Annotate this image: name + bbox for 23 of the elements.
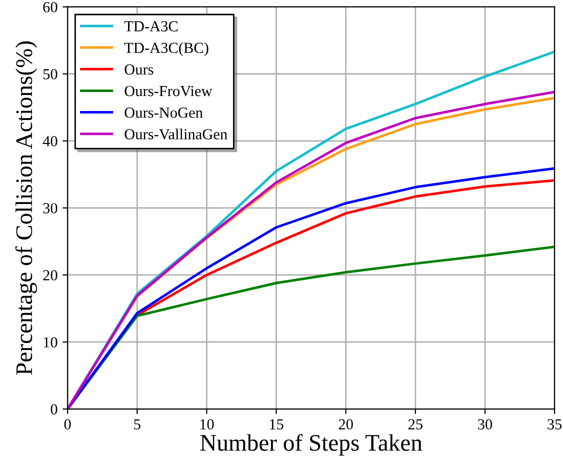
y-tick-label: 40 xyxy=(42,136,58,146)
legend-label: Ours-VallinaGen xyxy=(124,128,228,140)
legend-label: Ours-FroView xyxy=(124,86,212,96)
x-tick-label: 10 xyxy=(200,419,214,430)
y-axis-title: Percentage of Collision Actions(%) xyxy=(15,41,38,375)
x-axis-title: Number of Steps Taken xyxy=(200,434,422,456)
x-tick-label: 30 xyxy=(478,419,492,430)
y-tick-label: 30 xyxy=(43,203,58,214)
x-tick-label: 15 xyxy=(270,419,284,430)
y-tick-label: 60 xyxy=(43,2,58,12)
legend-label: TD-A3C(BC) xyxy=(124,42,208,56)
x-tick-label: 0 xyxy=(64,419,71,430)
x-tick-label: 5 xyxy=(134,419,140,430)
legend-label: Ours-NoGen xyxy=(124,108,203,118)
x-tick-label: 35 xyxy=(548,419,562,430)
y-tick-label: 20 xyxy=(43,270,58,280)
legend-label: TD-A3C xyxy=(124,21,178,32)
y-tick-label: 10 xyxy=(44,337,58,348)
y-tick-label: 0 xyxy=(50,404,58,414)
y-tick-label: 50 xyxy=(43,69,58,80)
x-tick-label: 25 xyxy=(408,419,422,430)
x-tick-label: 20 xyxy=(338,419,353,430)
legend-label: Ours xyxy=(124,64,154,75)
